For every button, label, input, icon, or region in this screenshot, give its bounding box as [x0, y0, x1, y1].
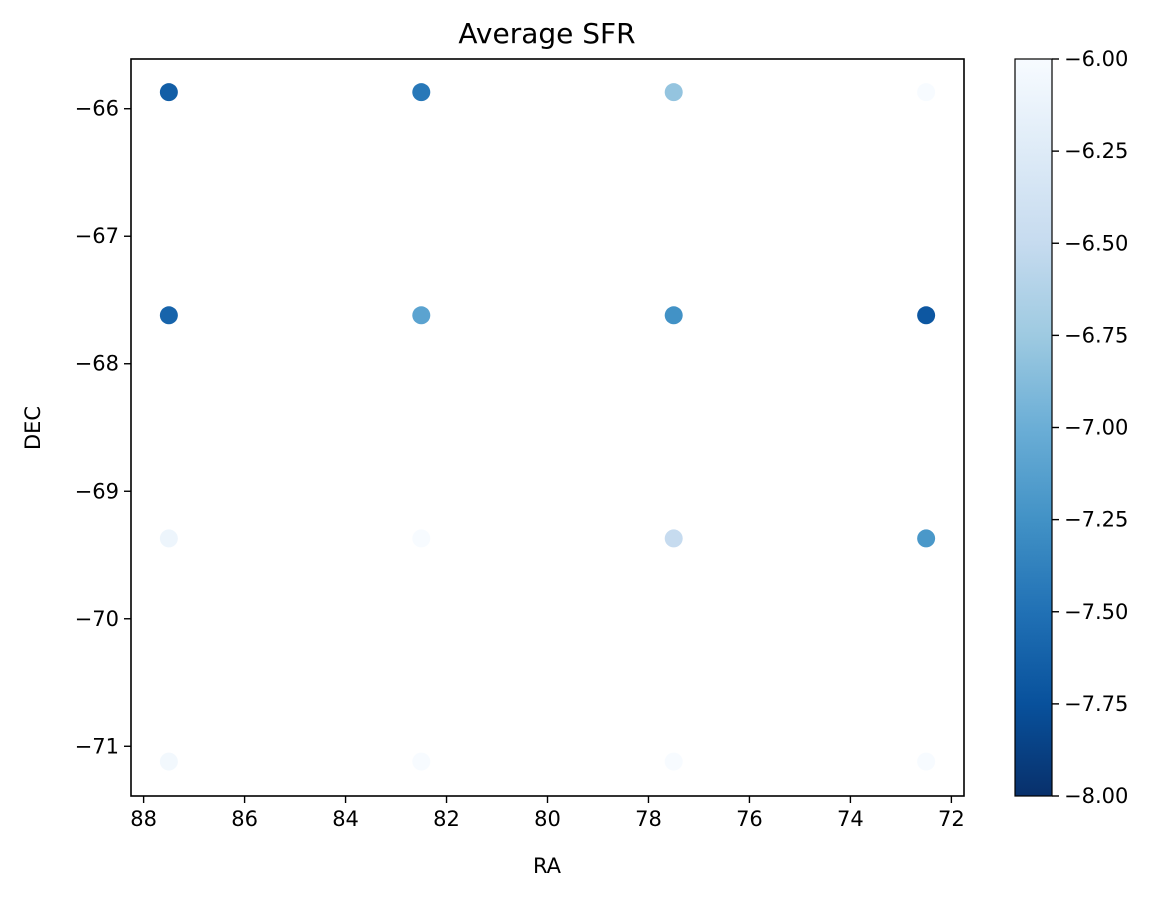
x-tick-label: 82	[433, 807, 460, 831]
y-tick-label: −68	[75, 352, 119, 376]
data-point-8	[159, 529, 178, 548]
x-tick-label: 88	[130, 807, 157, 831]
x-axis-label: RA	[533, 854, 562, 878]
x-tick-label: 84	[332, 807, 359, 831]
data-point-14	[664, 752, 683, 771]
colorbar-tick-label: −7.75	[1064, 692, 1128, 716]
x-tick-label: 74	[837, 807, 864, 831]
x-tick-label: 80	[534, 807, 561, 831]
data-point-12	[159, 752, 178, 771]
colorbar-tick-label: −6.25	[1064, 139, 1128, 163]
data-point-13	[412, 752, 431, 771]
plot-frame	[130, 58, 965, 797]
y-tick-label: −71	[75, 734, 119, 758]
data-point-6	[664, 306, 683, 325]
data-point-3	[917, 83, 936, 102]
data-point-0	[159, 83, 178, 102]
colorbar-tick-label: −6.75	[1064, 323, 1128, 347]
x-axis: 88 86 84 82 80 78 76 74 72	[130, 796, 965, 831]
y-axis: −66 −67 −68 −69 −70 −71	[75, 97, 131, 758]
x-tick-label: 78	[635, 807, 662, 831]
colorbar-tick-label: −8.00	[1064, 784, 1128, 808]
data-point-7	[917, 306, 936, 325]
data-point-15	[917, 752, 936, 771]
y-tick-label: −70	[75, 607, 119, 631]
points-layer	[159, 83, 936, 771]
y-axis-label: DEC	[21, 406, 45, 450]
colorbar-tick-label: −7.50	[1064, 600, 1128, 624]
y-tick-label: −69	[75, 479, 119, 503]
data-point-11	[917, 529, 936, 548]
colorbar-axis: −8.00 −7.75 −7.50 −7.25 −7.00 −6.75 −6.50 −6.25…	[1052, 47, 1128, 808]
data-point-4	[159, 306, 178, 325]
x-tick-label: 86	[231, 807, 258, 831]
colorbar-tick-label: −7.25	[1064, 508, 1128, 532]
colorbar-tick-label: −7.00	[1064, 416, 1128, 440]
x-tick-label: 72	[938, 807, 965, 831]
colorbar	[1014, 58, 1053, 797]
data-point-9	[412, 529, 431, 548]
y-tick-label: −67	[75, 224, 119, 248]
colorbar-tick-label: −6.50	[1064, 231, 1128, 255]
y-tick-label: −66	[75, 97, 119, 121]
x-tick-label: 76	[736, 807, 763, 831]
data-point-5	[412, 306, 431, 325]
data-point-10	[664, 529, 683, 548]
data-point-2	[664, 83, 683, 102]
colorbar-tick-label: −6.00	[1064, 47, 1128, 71]
data-point-1	[412, 83, 431, 102]
chart-title: Average SFR	[458, 17, 635, 50]
